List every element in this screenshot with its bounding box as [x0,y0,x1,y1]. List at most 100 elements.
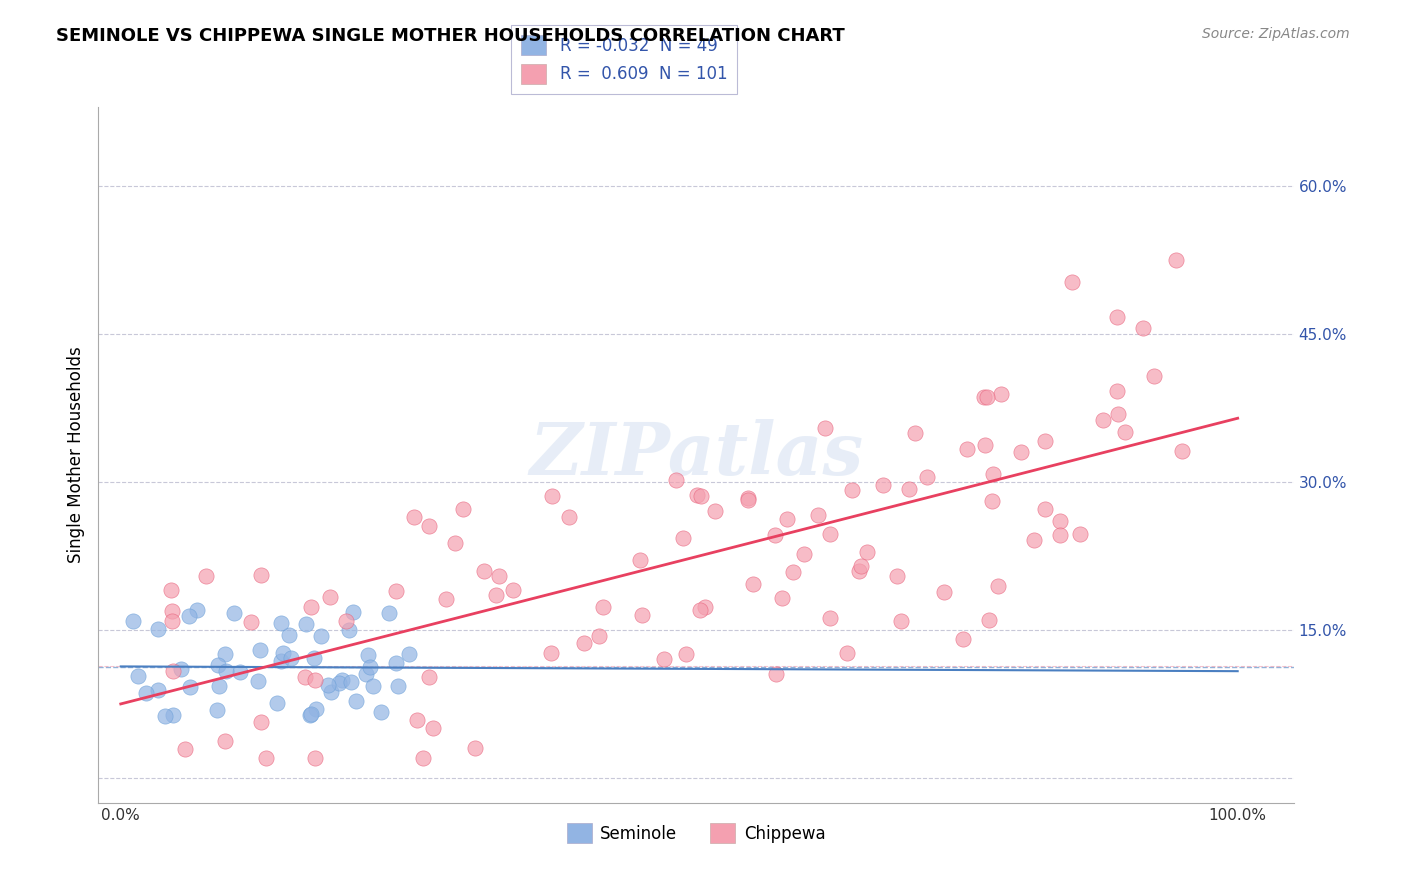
Point [770,591,793,606]
Point [890,614,912,628]
Point [665,474,688,488]
Point [1166,253,1188,268]
Point [398,647,420,661]
Point [488,569,510,583]
Point [387,679,409,693]
Point [814,421,837,435]
Point [1069,527,1091,541]
Point [1033,502,1056,516]
Point [451,502,474,516]
Point [385,656,408,670]
Point [186,603,208,617]
Point [557,510,579,524]
Point [309,629,332,643]
Point [776,511,799,525]
Point [956,442,979,456]
Point [737,491,759,505]
Point [229,665,252,680]
Point [1143,368,1166,383]
Point [976,390,998,404]
Point [848,564,870,578]
Point [990,387,1012,401]
Point [215,664,238,678]
Point [782,565,804,579]
Point [342,605,364,619]
Point [160,583,183,598]
Point [319,684,342,698]
Point [1132,321,1154,335]
Point [250,714,273,729]
Point [1107,407,1129,421]
Point [148,683,170,698]
Point [793,547,815,561]
Point [270,654,292,668]
Point [685,488,707,502]
Point [337,623,360,637]
Point [689,603,711,617]
Point [1107,384,1129,398]
Point [1049,514,1071,528]
Point [406,713,429,727]
Point [1033,434,1056,448]
Point [872,478,894,492]
Point [318,590,340,604]
Point [592,599,614,614]
Point [485,588,508,602]
Text: Source: ZipAtlas.com: Source: ZipAtlas.com [1202,27,1350,41]
Point [588,629,610,643]
Point [361,679,384,693]
Point [222,606,245,620]
Point [541,489,564,503]
Point [898,483,921,497]
Point [122,614,145,628]
Point [737,493,759,508]
Point [979,613,1001,627]
Point [763,528,786,542]
Point [932,585,955,599]
Point [1049,527,1071,541]
Point [214,734,236,748]
Point [299,600,322,615]
Point [987,579,1010,593]
Point [1114,425,1136,440]
Point [174,742,197,756]
Point [412,751,434,765]
Point [443,536,465,550]
Point [302,651,325,665]
Point [904,426,927,441]
Point [335,614,357,628]
Point [249,642,271,657]
Point [434,592,457,607]
Point [127,669,149,683]
Point [695,600,717,615]
Point [179,609,201,624]
Point [299,707,322,722]
Point [952,632,974,646]
Point [1092,413,1115,427]
Text: ZIPatlas: ZIPatlas [529,419,863,491]
Point [330,673,353,687]
Y-axis label: Single Mother Households: Single Mother Households [66,347,84,563]
Point [305,702,328,716]
Point [254,751,277,765]
Point [974,438,997,452]
Point [472,564,495,578]
Point [742,577,765,591]
Point [195,569,218,583]
Point [1107,310,1129,324]
Point [628,552,651,566]
Point [170,662,193,676]
Point [981,494,1004,508]
Point [841,483,863,497]
Point [818,527,841,541]
Point [981,467,1004,482]
Point [344,694,367,708]
Point [280,650,302,665]
Legend: Seminole, Chippewa: Seminole, Chippewa [560,816,832,850]
Point [273,646,295,660]
Point [704,504,727,518]
Point [135,685,157,699]
Point [146,622,169,636]
Point [246,674,269,689]
Point [295,616,318,631]
